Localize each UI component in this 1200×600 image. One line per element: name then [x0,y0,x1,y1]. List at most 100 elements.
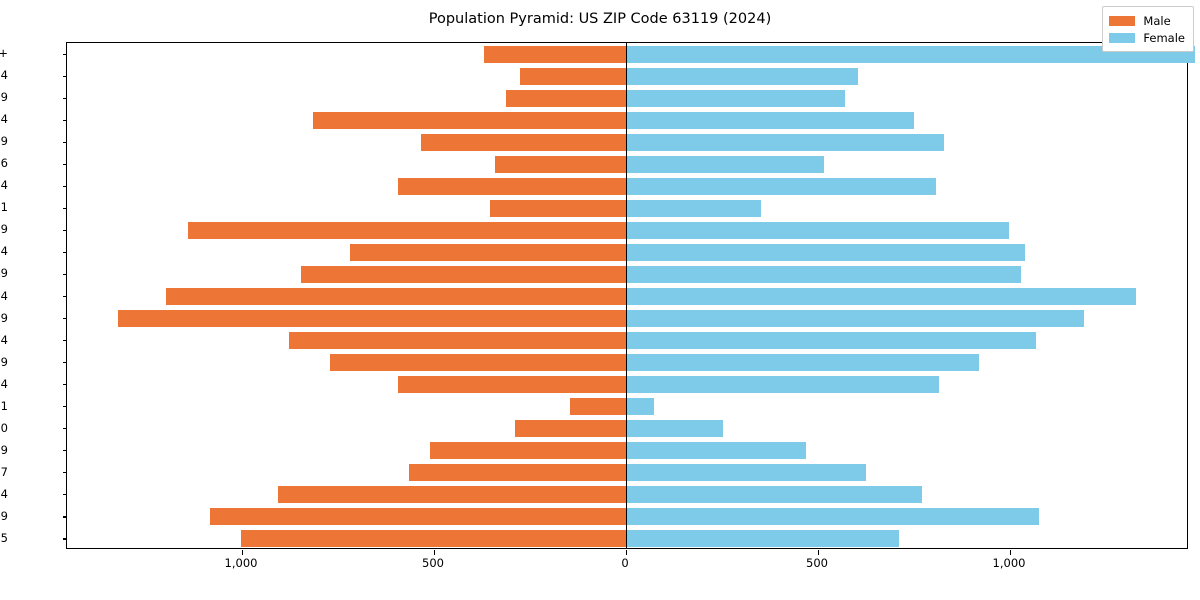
y-tick-65-66 [62,163,67,165]
bar-male-65-66 [495,155,626,173]
bar-female-65-66 [626,155,825,173]
y-axis-label-25-29: 25-29 [0,354,8,369]
bar-male-40-44 [165,288,626,305]
y-tick-5-9 [62,516,67,518]
bar-female-70-74 [626,111,914,129]
bar-female-62-64 [626,177,936,195]
y-axis-label-18-19: 18-19 [0,442,8,457]
y-axis-label-67-69: 67-69 [0,134,8,149]
bar-male-20 [515,420,626,438]
y-tick-Under 5 [62,538,67,540]
bar-male-80-84 [520,67,626,85]
bar-female-25-29 [626,354,979,372]
y-axis-label-35-39: 35-39 [0,310,8,325]
legend-item-female[interactable]: Female [1109,29,1185,46]
y-tick-85+ [62,53,67,55]
y-axis-label-45-49: 45-49 [0,266,8,281]
y-tick-10-14 [62,494,67,496]
y-axis-label-5-9: 5-9 [0,508,8,523]
y-tick-30-34 [62,340,67,342]
x-axis-label-3: 500 [806,556,828,570]
bar-female-15-17 [626,464,866,482]
y-axis-label-60-61: 60-61 [0,200,8,215]
y-axis-label-20: 20 [0,420,8,435]
bar-male-10-14 [277,486,626,504]
y-axis-label-62-64: 62-64 [0,178,8,193]
x-axis-label-0: 1,000 [224,556,258,570]
y-axis-label-80-84: 80-84 [0,68,8,83]
plot-area [62,42,1196,555]
chart-title: Population Pyramid: US ZIP Code 63119 (2… [428,11,772,27]
bar-male-45-49 [301,265,626,283]
zero-axis-line [626,43,628,548]
bar-female-67-69 [626,133,945,151]
bar-female-30-34 [626,332,1037,350]
bar-male-75-79 [506,89,626,107]
bar-female-10-14 [626,486,923,504]
bar-female-50-54 [626,243,1025,261]
y-tick-67-69 [62,141,67,143]
bar-female-20 [626,420,724,438]
y-tick-50-54 [62,251,67,253]
bar-female-35-39 [626,310,1085,328]
y-axis-label-40-44: 40-44 [0,288,8,303]
legend-label-female: Female [1143,30,1185,45]
bar-male-55-59 [187,221,626,239]
x-tick-3 [817,550,819,555]
bar-female-75-79 [626,89,845,107]
y-tick-40-44 [62,296,67,298]
bar-male-25-29 [330,354,626,372]
bar-male-18-19 [430,442,626,460]
y-tick-22-24 [62,384,67,386]
x-tick-1 [433,550,435,555]
y-axis-label-21: 21 [0,398,8,413]
y-axis-label-10-14: 10-14 [0,486,8,501]
legend-swatch-male-icon [1109,15,1136,26]
x-tick-4 [1009,550,1011,555]
x-axis-label-4: 1,000 [992,556,1026,570]
bar-female-60-61 [626,199,762,217]
y-tick-18-19 [62,450,67,452]
bar-female-45-49 [626,265,1022,283]
bar-male-30-34 [289,332,626,350]
y-tick-75-79 [62,97,67,99]
bar-female-18-19 [626,442,807,460]
x-tick-0 [241,550,243,555]
y-axis-label-30-34: 30-34 [0,332,8,347]
bar-male-62-64 [397,177,626,195]
y-tick-15-17 [62,472,67,474]
y-tick-20 [62,428,67,430]
y-axis-label-85+: 85+ [0,46,8,61]
y-axis-label-22-24: 22-24 [0,376,8,391]
bar-female-85+ [626,45,1196,63]
bar-male-85+ [483,45,626,63]
y-tick-35-39 [62,318,67,320]
bar-female-22-24 [626,376,939,394]
y-axis-label-75-79: 75-79 [0,90,8,105]
y-tick-70-74 [62,119,67,121]
legend-label-male: Male [1143,13,1171,28]
y-tick-80-84 [62,75,67,77]
bar-male-22-24 [397,376,626,394]
y-tick-25-29 [62,362,67,364]
y-tick-55-59 [62,229,67,231]
bar-female-55-59 [626,221,1009,239]
bar-male-15-17 [408,464,626,482]
bar-female-5-9 [626,508,1040,526]
legend-swatch-female-icon [1109,32,1136,43]
y-axis-label-55-59: 55-59 [0,222,8,237]
y-axis-label-65-66: 65-66 [0,156,8,171]
bar-male-35-39 [117,310,626,328]
chart-legend: Male Female [1102,6,1194,52]
y-axis-label-70-74: 70-74 [0,112,8,127]
bar-male-70-74 [313,111,626,129]
y-tick-62-64 [62,185,67,187]
y-tick-60-61 [62,207,67,209]
bar-male-67-69 [421,133,626,151]
y-axis-label-Under 5: Under 5 [0,530,8,545]
bar-female-80-84 [626,67,858,85]
legend-item-male[interactable]: Male [1109,12,1185,29]
bar-male-Under 5 [241,530,626,548]
y-axis-label-15-17: 15-17 [0,464,8,479]
